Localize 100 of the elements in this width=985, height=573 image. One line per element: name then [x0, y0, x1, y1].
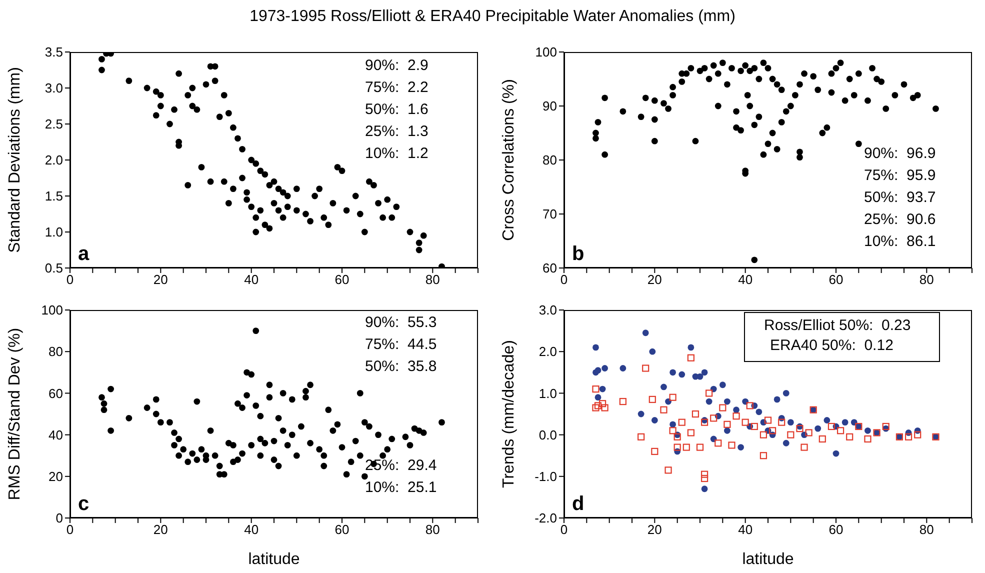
point	[687, 429, 694, 436]
annotation: 90%: 2.9	[365, 56, 428, 76]
y-tick-label: 100	[535, 44, 557, 60]
point	[728, 442, 736, 449]
x-axis-title: latitude	[248, 551, 300, 568]
y-tick-label: 90	[542, 98, 557, 114]
x-tick-label: 40	[244, 522, 259, 538]
point	[642, 364, 650, 372]
y-tick-label: 1.0	[44, 224, 63, 240]
annotation: b	[572, 242, 584, 266]
annotation: 50%: 93.7	[864, 188, 936, 208]
point	[594, 402, 602, 410]
point	[678, 418, 686, 426]
x-tick-label: 20	[153, 272, 168, 288]
x-tick-label: 20	[153, 522, 168, 538]
y-tick-label: 60	[542, 260, 557, 276]
y-tick-label: 2.0	[538, 344, 557, 360]
x-tick-label: 60	[334, 272, 350, 288]
y-tick-label: 2.0	[44, 152, 63, 168]
x-tick-label: 80	[919, 272, 934, 288]
point	[724, 420, 731, 428]
y-axis-title: RMS Diff/Stand Dev (%)	[6, 328, 24, 500]
x-tick-label: 60	[828, 272, 844, 288]
y-tick-label: 3.0	[538, 302, 557, 318]
x-tick-label: 80	[425, 522, 440, 538]
y-axis-title: Standard Deviations (mm)	[6, 67, 24, 253]
y-tick-label: 100	[41, 302, 63, 318]
point	[696, 444, 704, 451]
x-tick-label: 0	[66, 272, 74, 288]
y-tick-label: 0.5	[44, 260, 63, 276]
point	[710, 414, 718, 422]
point	[778, 418, 786, 426]
point	[904, 433, 912, 440]
point	[598, 400, 606, 408]
y-axis-title: Cross Correlations (%)	[500, 79, 518, 241]
y-tick-label: 0.0	[538, 427, 557, 442]
annotation: c	[78, 492, 90, 516]
point	[674, 444, 681, 451]
y-tick-label: 70	[542, 206, 557, 222]
point	[674, 433, 681, 440]
point	[700, 470, 708, 478]
point	[669, 394, 676, 401]
point	[651, 448, 658, 455]
point	[742, 418, 749, 426]
point	[882, 422, 890, 430]
x-tick-label: 20	[647, 272, 662, 288]
y-tick-label: -2.0	[534, 510, 557, 526]
point	[619, 398, 626, 406]
y-tick-label: 60	[48, 386, 63, 401]
y-tick-label: 0	[56, 510, 63, 526]
point	[692, 410, 700, 418]
annotation: Ross/Elliot 50%: 0.23	[764, 316, 911, 336]
annotation: 75%: 44.5	[365, 335, 437, 355]
x-tick-label: 60	[334, 522, 350, 538]
point	[706, 390, 713, 397]
point	[719, 404, 726, 412]
y-axis-title: Trends (mm/decade)	[500, 340, 518, 488]
point	[864, 435, 872, 443]
y-tick-label: 1.0	[538, 386, 557, 401]
y-tick-label: 3.0	[44, 80, 63, 96]
annotation: 10%: 86.1	[864, 232, 936, 252]
point	[700, 474, 708, 482]
point	[601, 404, 608, 412]
point	[760, 452, 768, 460]
point	[682, 444, 690, 451]
point	[800, 444, 808, 451]
annotation: 50%: 1.6	[365, 100, 428, 120]
point	[687, 354, 694, 362]
x-tick-label: 40	[738, 522, 753, 538]
x-axis-title: latitude	[742, 551, 794, 568]
annotation: ERA40 50%: 0.12	[770, 336, 894, 356]
point	[664, 466, 672, 474]
y-tick-label: 80	[542, 152, 557, 168]
point	[914, 431, 922, 438]
y-tick-label: -1.0	[534, 469, 557, 484]
point	[660, 406, 668, 414]
point	[796, 425, 804, 432]
point	[648, 396, 656, 403]
annotation: d	[572, 492, 584, 516]
x-tick-label: 0	[66, 522, 74, 538]
point	[760, 431, 768, 438]
y-tick-label: 2.5	[44, 116, 63, 132]
point	[669, 427, 676, 434]
annotation: 90%: 55.3	[365, 313, 437, 333]
annotation: 50%: 35.8	[365, 357, 437, 377]
point	[846, 433, 854, 440]
y-tick-label: 20	[48, 469, 63, 484]
annotation: 25%: 1.3	[365, 122, 428, 142]
point	[638, 433, 645, 440]
x-tick-label: 0	[560, 522, 568, 538]
x-tick-label: 80	[425, 272, 440, 288]
point	[750, 422, 758, 430]
point	[732, 412, 740, 420]
annotation: 25%: 90.6	[864, 210, 936, 230]
point	[828, 422, 836, 430]
y-tick-label: 40	[48, 427, 63, 442]
x-tick-label: 40	[244, 272, 259, 288]
x-tick-label: 60	[828, 522, 844, 538]
point	[592, 404, 600, 412]
annotation: 75%: 95.9	[864, 166, 936, 186]
